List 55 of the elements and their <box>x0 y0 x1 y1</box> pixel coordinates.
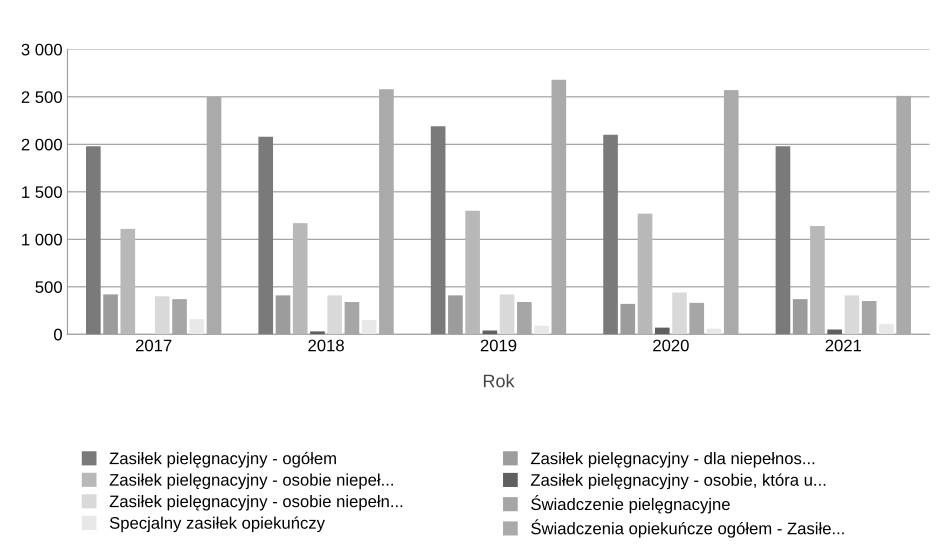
x-tick-label: 2019 <box>480 340 516 352</box>
bar <box>827 330 842 334</box>
bar <box>638 214 652 334</box>
bar <box>603 134 618 334</box>
bar <box>879 324 894 334</box>
bar <box>292 223 308 334</box>
bar <box>86 146 101 334</box>
bar <box>154 296 170 334</box>
bar <box>465 210 480 334</box>
bar <box>896 96 911 334</box>
bar <box>379 89 394 334</box>
bar <box>724 90 739 334</box>
bar <box>500 294 514 334</box>
y-tick-label: 2 000 <box>22 138 62 151</box>
bar <box>362 320 377 334</box>
y-tick-label: 0 <box>54 328 62 340</box>
bar <box>844 295 860 334</box>
bar <box>672 292 687 334</box>
bar <box>344 302 360 334</box>
bar <box>258 136 274 334</box>
bar <box>552 80 566 334</box>
bar <box>206 96 222 334</box>
x-tick-label: 2020 <box>653 340 689 352</box>
x-tick-label: 2017 <box>136 340 172 352</box>
x-axis-title: Rok <box>484 374 515 388</box>
bar <box>189 319 204 334</box>
legend-label: Zasiłek pielęgnacyjny - osobie, która u... <box>530 473 826 490</box>
y-tick-label: 2 500 <box>22 91 62 104</box>
bar <box>776 146 790 334</box>
bar <box>482 330 498 334</box>
bar <box>810 226 825 334</box>
legend-label: Specjalny zasiłek opiekuńczy <box>110 516 325 532</box>
bar <box>120 228 136 334</box>
bar <box>706 328 722 334</box>
legend-label: Zasiłek pielęgnacyjny - ogółem <box>110 452 336 468</box>
bar <box>534 326 549 334</box>
y-tick-label: 3 000 <box>22 44 62 56</box>
y-tick-label: 500 <box>35 281 62 293</box>
bar <box>654 328 670 334</box>
bar <box>310 331 325 334</box>
y-tick-label: 1 500 <box>22 186 62 198</box>
x-tick-label: 2021 <box>826 340 862 352</box>
bar <box>862 301 876 334</box>
bar <box>430 126 446 334</box>
bar <box>689 302 704 334</box>
bar <box>172 299 187 334</box>
y-tick-label: 1 000 <box>22 234 62 246</box>
legend-label: Zasiłek pielęgnacyjny - osobie niepeł... <box>110 474 393 490</box>
x-tick-label: 2018 <box>308 340 344 352</box>
legend-label: Zasiłek pielęgnacyjny - dla niepełnos... <box>530 452 814 468</box>
bar <box>517 302 532 334</box>
legend-label: Zasiłek pielęgnacyjny - osobie niepełn... <box>110 495 402 511</box>
bar <box>327 295 342 334</box>
legend-label: Świadczenia opiekuńcze ogółem - Zasiłe... <box>531 519 844 538</box>
legend-label: Świadczenie pielęgnacyjne <box>531 495 730 514</box>
